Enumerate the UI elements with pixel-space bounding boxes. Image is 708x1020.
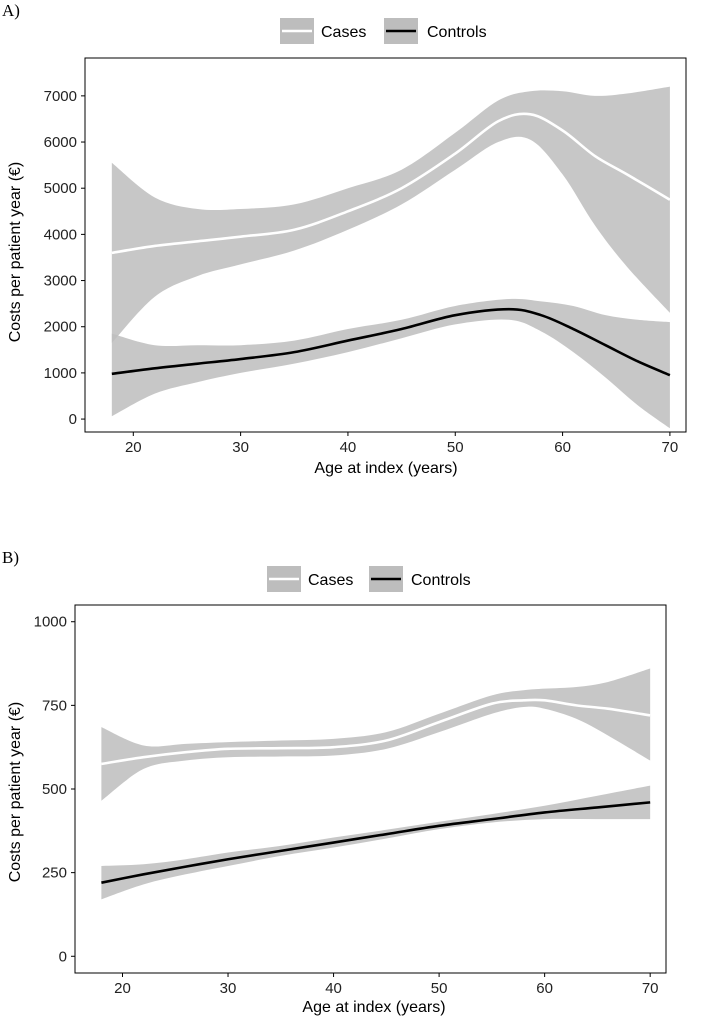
plot-a-series-group bbox=[111, 86, 671, 429]
panel-b-x-axis-title: Age at index (years) bbox=[302, 999, 445, 1016]
panel-b-y-axis-title: Costs per patient year (€) bbox=[7, 702, 24, 883]
panel-a-label: A) bbox=[2, 1, 20, 20]
x-tick-label-b-40: 40 bbox=[325, 980, 342, 997]
line-a-cases bbox=[111, 112, 671, 255]
x-tick-label-a-70: 70 bbox=[662, 439, 679, 456]
y-tick-label-b-750: 750 bbox=[42, 697, 67, 714]
x-tick-label-b-20: 20 bbox=[114, 980, 131, 997]
x-tick-label-b-30: 30 bbox=[220, 980, 237, 997]
x-tick-label-a-30: 30 bbox=[232, 439, 249, 456]
legend-a: Cases Controls bbox=[280, 18, 487, 44]
x-tick-label-b-60: 60 bbox=[536, 980, 553, 997]
plot-area-a: 20 30 40 50 60 70 0 1000 2000 3000 4000 5000 6000 700… bbox=[44, 57, 687, 456]
line-b-controls bbox=[101, 801, 651, 884]
plot-b-frame bbox=[74, 604, 667, 974]
y-tick-label-a-2000: 2000 bbox=[44, 319, 77, 336]
x-tick-label-a-40: 40 bbox=[340, 439, 357, 456]
panel-b: B) Cases Controls 20 30 40 50 60 70 0 250 500 750… bbox=[2, 548, 667, 1016]
plot-area-b: 20 30 40 50 60 70 0 250 500 750 1000 bbox=[34, 604, 667, 997]
legend-a-controls-label: Controls bbox=[427, 24, 487, 41]
y-tick-label-b-0: 0 bbox=[59, 948, 67, 965]
band-b-cases bbox=[101, 668, 651, 801]
band-b-controls bbox=[101, 785, 651, 900]
line-b-cases bbox=[101, 698, 651, 766]
panel-b-label: B) bbox=[2, 548, 19, 567]
y-tick-label-b-1000: 1000 bbox=[34, 614, 67, 631]
y-tick-label-a-0: 0 bbox=[69, 411, 77, 428]
y-tick-label-a-4000: 4000 bbox=[44, 226, 77, 243]
x-tick-label-a-50: 50 bbox=[447, 439, 464, 456]
y-tick-label-b-500: 500 bbox=[42, 781, 67, 798]
line-a-controls bbox=[111, 307, 671, 377]
y-tick-label-b-250: 250 bbox=[42, 865, 67, 882]
panel-a-y-axis-title: Costs per patient year (€) bbox=[7, 162, 24, 343]
y-tick-label-a-5000: 5000 bbox=[44, 180, 77, 197]
legend-b-controls-label: Controls bbox=[411, 572, 471, 589]
y-tick-label-a-3000: 3000 bbox=[44, 273, 77, 290]
x-tick-label-a-20: 20 bbox=[125, 439, 142, 456]
x-tick-label-a-60: 60 bbox=[554, 439, 571, 456]
y-tick-label-a-7000: 7000 bbox=[44, 88, 77, 105]
panel-a: A) Cases Controls 20 30 40 50 60 70 0 1000 2000 3… bbox=[2, 1, 687, 477]
plot-a-frame bbox=[84, 57, 687, 433]
legend-b-cases-label: Cases bbox=[308, 572, 353, 589]
y-tick-label-a-6000: 6000 bbox=[44, 134, 77, 151]
band-a-controls bbox=[111, 298, 670, 429]
band-a-cases bbox=[111, 86, 670, 343]
x-tick-label-b-70: 70 bbox=[642, 980, 659, 997]
legend-b: Cases Controls bbox=[267, 566, 471, 592]
legend-a-cases-label: Cases bbox=[321, 24, 366, 41]
panel-a-x-axis-title: Age at index (years) bbox=[314, 460, 457, 477]
x-tick-label-b-50: 50 bbox=[431, 980, 448, 997]
plot-b-series-group bbox=[101, 668, 651, 900]
y-tick-label-a-1000: 1000 bbox=[44, 365, 77, 382]
